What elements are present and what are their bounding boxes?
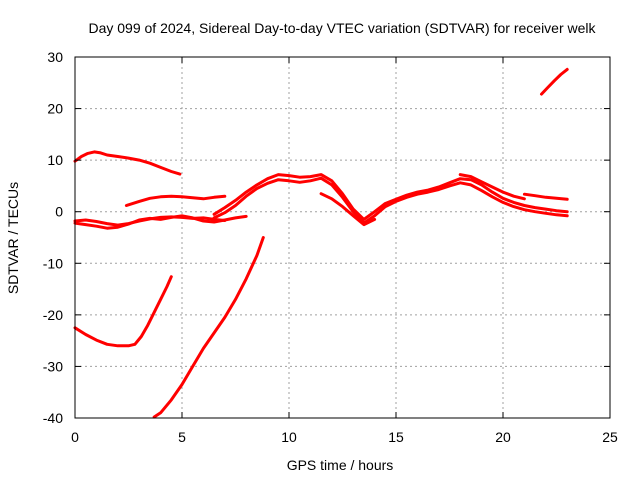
y-tick-label: -30 [43, 358, 63, 374]
series-line-arc-g [212, 173, 569, 221]
y-tick-label: -40 [43, 410, 63, 426]
series-line-arc-h [212, 176, 569, 225]
y-tick-labels: -40 -30 -20 -10 0 10 20 30 [43, 49, 63, 426]
series-line-arc-l [540, 67, 569, 96]
x-tick-label: 0 [71, 429, 79, 445]
y-tick-label: 0 [55, 204, 63, 220]
series-line-arc-c [73, 214, 248, 230]
chart-title: Day 099 of 2024, Sidereal Day-to-day VTE… [88, 20, 596, 36]
x-tick-label: 15 [388, 429, 404, 445]
x-tick-label: 5 [178, 429, 186, 445]
x-tick-label: 10 [281, 429, 297, 445]
y-axis-label: SDTVAR / TECUs [5, 182, 21, 294]
x-tick-label: 20 [495, 429, 511, 445]
x-tick-labels: 0 5 10 15 20 25 [71, 429, 618, 445]
series-line-arc-k [522, 192, 569, 201]
x-tick-label: 25 [602, 429, 618, 445]
axis-ticks [74, 56, 611, 419]
series-line-arc-j [458, 173, 526, 201]
y-tick-label: 20 [47, 101, 63, 117]
y-tick-label: -10 [43, 255, 63, 271]
y-tick-label: -20 [43, 307, 63, 323]
x-axis-label: GPS time / hours [287, 457, 394, 473]
y-tick-label: 30 [47, 49, 63, 65]
series-line-arc-e [73, 275, 173, 348]
series-line-arc-d [124, 194, 227, 207]
series-line-arc-i [319, 192, 377, 227]
series-line-arc-f [152, 236, 265, 419]
series-line-arc-a [73, 150, 182, 176]
y-tick-label: 10 [47, 152, 63, 168]
plot-frame [74, 56, 611, 419]
chart-grid [75, 57, 610, 418]
series-group [73, 67, 569, 419]
